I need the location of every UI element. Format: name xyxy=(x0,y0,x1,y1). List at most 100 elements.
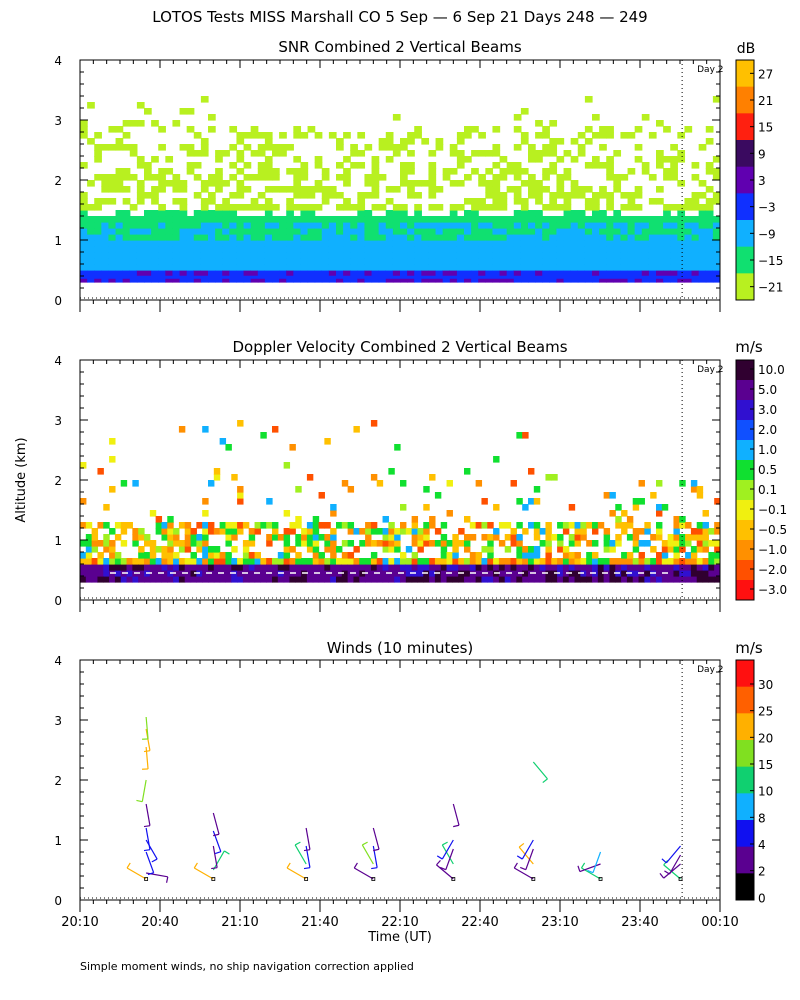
snr-cell xyxy=(641,264,650,271)
snr-cell xyxy=(684,264,693,271)
snr-cell xyxy=(584,270,593,277)
snr-cell xyxy=(712,222,720,229)
snr-cell xyxy=(520,270,529,277)
snr-cell xyxy=(698,180,707,187)
colorbar-label: −0.1 xyxy=(758,503,787,517)
snr-cell xyxy=(314,228,323,235)
wind-barb xyxy=(145,851,155,873)
snr-cell xyxy=(151,252,159,259)
snr-cell xyxy=(94,240,102,247)
velocity-cell xyxy=(231,528,238,535)
velocity-cell xyxy=(120,522,128,529)
snr-cell xyxy=(670,174,678,181)
snr-cell xyxy=(272,228,280,235)
snr-cell xyxy=(549,240,558,247)
velocity-cell xyxy=(632,504,640,511)
velocity-cell xyxy=(126,522,133,529)
velocity-cell xyxy=(225,444,232,451)
snr-cell xyxy=(378,204,387,211)
velocity-cell xyxy=(312,564,320,571)
snr-cell xyxy=(314,246,323,253)
snr-cell xyxy=(663,210,671,217)
velocity-cell xyxy=(679,516,686,523)
snr-cell xyxy=(172,246,181,253)
velocity-cell xyxy=(626,534,634,541)
snr-cell xyxy=(485,276,494,283)
velocity-cell xyxy=(242,540,250,547)
snr-cell xyxy=(492,264,501,271)
snr-cell xyxy=(108,246,117,253)
snr-cell xyxy=(293,132,302,139)
snr-cell xyxy=(435,234,444,241)
snr-cell xyxy=(663,234,671,241)
velocity-cell xyxy=(91,540,99,547)
velocity-cell xyxy=(417,540,424,547)
snr-cell xyxy=(549,234,558,241)
snr-cell xyxy=(414,240,422,247)
snr-cell xyxy=(670,228,678,235)
wind-barb-feather xyxy=(143,849,151,852)
snr-cell xyxy=(364,210,373,217)
snr-cell xyxy=(456,258,465,265)
velocity-cell xyxy=(336,522,343,529)
velocity-cell xyxy=(539,564,547,571)
wind-barb xyxy=(145,746,149,769)
velocity-cell xyxy=(161,564,168,571)
snr-cell xyxy=(542,150,550,157)
velocity-cell xyxy=(295,522,302,529)
velocity-cell xyxy=(638,540,645,547)
snr-cell xyxy=(236,276,245,283)
snr-cell xyxy=(257,216,266,223)
snr-cell xyxy=(385,276,394,283)
snr-cell xyxy=(286,264,294,271)
snr-cell xyxy=(464,240,472,247)
snr-cell xyxy=(314,240,323,247)
snr-cell xyxy=(499,264,508,271)
snr-cell xyxy=(577,246,586,253)
snr-cell xyxy=(656,216,664,223)
snr-cell xyxy=(556,216,565,223)
snr-cell xyxy=(520,168,529,175)
snr-cell xyxy=(328,258,337,265)
snr-cell xyxy=(478,150,486,157)
velocity-cell xyxy=(365,558,372,565)
velocity-cell xyxy=(80,570,87,577)
snr-cell xyxy=(577,264,586,271)
velocity-cell xyxy=(202,552,209,559)
snr-cell xyxy=(648,240,657,247)
velocity-cell xyxy=(528,564,535,571)
snr-cell xyxy=(101,240,110,247)
colorbar-swatch xyxy=(736,580,754,601)
snr-cell xyxy=(577,210,586,217)
velocity-cell xyxy=(429,474,436,481)
velocity-cell xyxy=(702,510,709,517)
velocity-cell xyxy=(446,576,453,583)
snr-cell xyxy=(563,192,572,199)
snr-cell xyxy=(208,192,216,199)
snr-cell xyxy=(179,144,188,151)
velocity-cell xyxy=(272,564,279,571)
snr-cell xyxy=(528,150,536,157)
velocity-cell xyxy=(562,552,570,559)
snr-cell xyxy=(407,162,415,169)
snr-cell xyxy=(328,228,337,235)
snr-cell xyxy=(122,186,131,193)
velocity-cell xyxy=(498,576,506,583)
snr-cell xyxy=(414,132,422,139)
velocity-cell xyxy=(498,558,506,565)
velocity-cell xyxy=(306,522,314,529)
velocity-cell xyxy=(330,558,337,565)
snr-cell xyxy=(144,252,152,259)
colorbar-swatch xyxy=(736,560,754,581)
snr-cell xyxy=(563,246,572,253)
velocity-cell xyxy=(213,474,221,481)
velocity-cell xyxy=(702,570,709,577)
snr-cell xyxy=(115,126,124,133)
velocity-cell xyxy=(202,558,209,565)
snr-cell xyxy=(307,240,316,247)
velocity-cell xyxy=(452,540,459,547)
snr-cell xyxy=(698,144,707,151)
snr-cell xyxy=(208,198,216,205)
velocity-cell xyxy=(120,576,128,583)
snr-cell xyxy=(656,222,664,229)
